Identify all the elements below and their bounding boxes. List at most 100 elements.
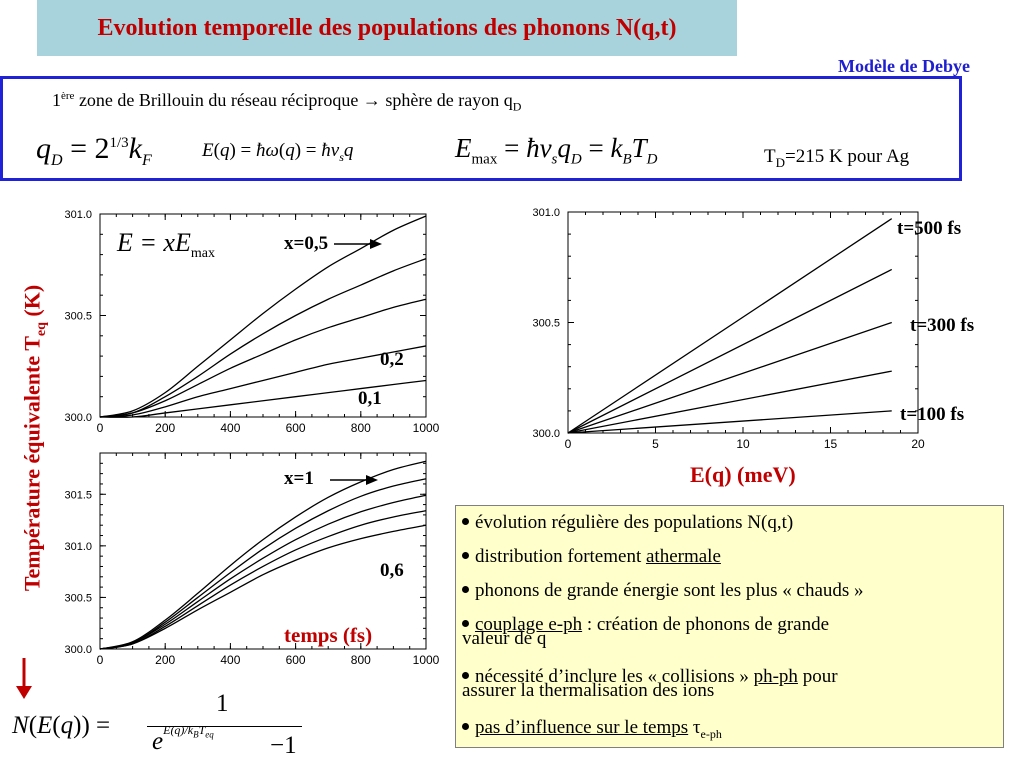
right-arrow-icon bbox=[334, 239, 382, 249]
summary-item: phonons de grande énergie sont les plus … bbox=[462, 581, 864, 600]
summary-item-text: : création de phonons de grande bbox=[582, 614, 830, 635]
debye-temperature: TD=215 K pour Ag bbox=[764, 146, 909, 171]
y-tick-label: 300.0 bbox=[532, 428, 560, 440]
series-line-4 bbox=[99, 258, 427, 418]
summary-box bbox=[455, 505, 1004, 748]
bullet-icon bbox=[462, 672, 469, 680]
formula-energy: E(q) = ħω(q) = ħvsq bbox=[202, 140, 354, 164]
y-tick-label: 300.5 bbox=[532, 318, 560, 330]
right-arrow-icon bbox=[330, 475, 378, 485]
definition-box bbox=[0, 76, 962, 181]
x-tick-label: 400 bbox=[220, 653, 240, 667]
x-tick-label: 5 bbox=[652, 437, 659, 451]
series-line-2 bbox=[99, 345, 427, 418]
y-axis-label: Température équivalente Teq (K) bbox=[20, 201, 50, 676]
arrow-head bbox=[370, 239, 382, 249]
x-tick-label: 0 bbox=[97, 421, 104, 435]
plot-frame bbox=[99, 452, 427, 650]
y-axis-label-unit: (K) bbox=[19, 284, 45, 323]
x-tick-label: 800 bbox=[351, 421, 371, 435]
td-subscript: D bbox=[775, 154, 785, 170]
series-line-3 bbox=[99, 298, 427, 418]
energy-fraction-label: E = xEmax bbox=[117, 228, 215, 262]
summary-item-continuation: valeur de q bbox=[462, 628, 547, 649]
bullet-icon bbox=[462, 552, 469, 560]
summary-item-text: pour bbox=[797, 666, 838, 687]
series-line-1 bbox=[99, 379, 427, 418]
line1-text: zone de Brillouin du réseau réciproque →… bbox=[74, 90, 513, 110]
formula-qd: qD = 21/3kF bbox=[36, 132, 152, 169]
y-tick-label: 301.5 bbox=[64, 489, 92, 501]
series-line-2 bbox=[99, 510, 427, 650]
x-tick-label: 200 bbox=[155, 653, 175, 667]
series-line-5 bbox=[567, 218, 893, 434]
line1-prefix: 1 bbox=[52, 90, 61, 110]
summary-item-text: évolution régulière des populations N(q,… bbox=[475, 512, 794, 533]
x-tick-label: 20 bbox=[911, 437, 925, 451]
chart-right: 0 5 10 15 20 300.0 300.5 301.0 bbox=[532, 207, 925, 451]
x-tick-label: 600 bbox=[286, 421, 306, 435]
series-line-3 bbox=[99, 494, 427, 650]
annotation-t100: t=100 fs bbox=[900, 404, 965, 425]
bullet-icon bbox=[462, 518, 469, 526]
summary-item: évolution régulière des populations N(q,… bbox=[462, 513, 793, 532]
y-tick-label: 300.0 bbox=[64, 644, 92, 656]
summary-item-underlined: ph-ph bbox=[753, 666, 798, 687]
line1-subscript: D bbox=[512, 99, 522, 114]
y-tick-label: 300.0 bbox=[64, 412, 92, 424]
y-tick-label: 300.5 bbox=[64, 592, 92, 604]
x-tick-label: 600 bbox=[286, 653, 306, 667]
x-tick-label: 200 bbox=[155, 421, 175, 435]
y-tick-label: 300.5 bbox=[64, 311, 92, 323]
summary-item-underlined: couplage e-ph bbox=[475, 614, 583, 635]
annotation-t500: t=500 fs bbox=[897, 218, 962, 239]
summary-item: distribution fortement athermale bbox=[462, 547, 721, 566]
arrow-head bbox=[366, 475, 378, 485]
summary-item-text: phonons de grande énergie sont les plus … bbox=[475, 580, 864, 601]
summary-item-underlined: pas d’influence sur le temps bbox=[475, 717, 689, 738]
y-tick-label: 301.0 bbox=[64, 541, 92, 553]
annotation-02: 0,2 bbox=[380, 349, 404, 370]
bullet-icon bbox=[462, 620, 469, 628]
y-axis-label-sub: eq bbox=[33, 322, 49, 337]
summary-item-text: nécessité d’inclure les « collisions » bbox=[475, 666, 754, 687]
x-tick-label: 15 bbox=[824, 437, 838, 451]
brillouin-zone-text: 1ère zone de Brillouin du réseau récipro… bbox=[52, 90, 521, 115]
td-label: T bbox=[764, 146, 776, 167]
annotation-01: 0,1 bbox=[358, 388, 382, 409]
line1-superscript: ère bbox=[61, 90, 75, 102]
emax-label-text: E = xE bbox=[117, 228, 191, 257]
bullet-icon bbox=[462, 723, 469, 731]
x-tick-label: 0 bbox=[565, 437, 572, 451]
page-subtitle: Modèle de Debye bbox=[838, 56, 970, 76]
summary-item-underlined: athermale bbox=[645, 546, 721, 567]
summary-item-text: τ bbox=[688, 717, 701, 738]
x-tick-label: 0 bbox=[97, 653, 104, 667]
annotation-x05: x=0,5 bbox=[284, 233, 329, 254]
series-line-1 bbox=[99, 524, 427, 650]
formula-bose-einstein: N(E(q)) = 1 eE(q)/kBTeq −1 bbox=[12, 690, 302, 766]
x-tick-label: 400 bbox=[220, 421, 240, 435]
series-line-3 bbox=[567, 321, 892, 434]
x-tick-label: 1000 bbox=[413, 653, 440, 667]
y-tick-label: 301.0 bbox=[64, 209, 92, 221]
series-line-2 bbox=[567, 370, 892, 434]
summary-item-text: distribution fortement bbox=[475, 546, 646, 567]
plot-frame bbox=[567, 211, 919, 434]
formula-emax: Emax = ħvsqD = kBTD bbox=[455, 133, 658, 168]
summary-item: couplage e-ph : création de phonons de g… bbox=[462, 615, 829, 648]
td-value: =215 K pour Ag bbox=[785, 146, 910, 167]
y-tick-label: 301.0 bbox=[532, 207, 560, 219]
down-arrow-icon bbox=[16, 658, 32, 699]
annotation-t300: t=300 fs bbox=[910, 315, 975, 336]
series-line-4 bbox=[99, 478, 427, 650]
summary-item-subscript: e-ph bbox=[700, 726, 722, 741]
summary-item: nécessité d’inclure les « collisions » p… bbox=[462, 667, 838, 700]
x-tick-label: 10 bbox=[736, 437, 750, 451]
series-line-1 bbox=[567, 410, 892, 434]
annotation-06: 0,6 bbox=[380, 560, 404, 581]
summary-item: pas d’influence sur le temps τe-ph bbox=[462, 718, 722, 744]
x-axis-label-time: temps (fs) bbox=[284, 623, 373, 647]
x-tick-label: 1000 bbox=[413, 421, 440, 435]
title-banner: Evolution temporelle des populations des… bbox=[37, 0, 737, 56]
